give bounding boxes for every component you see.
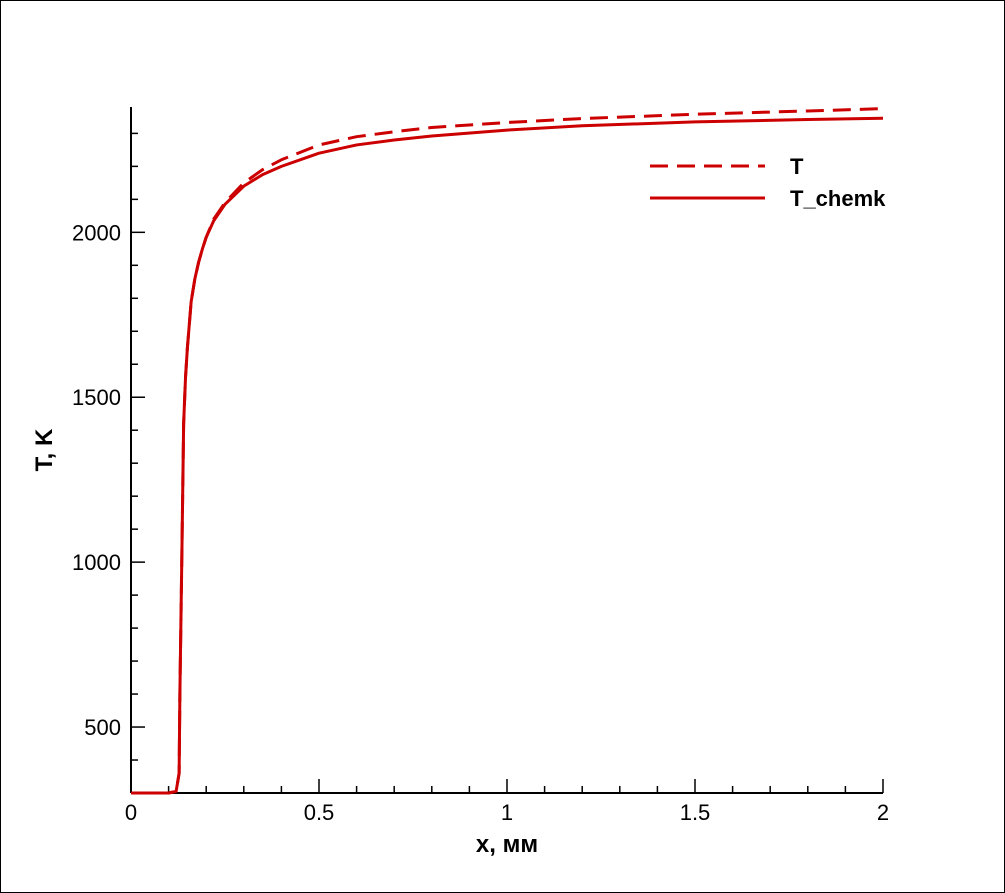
y-tick-label: 2000 (72, 220, 121, 245)
y-tick-label: 1500 (72, 385, 121, 410)
series-line-t-chemk (131, 116, 884, 795)
x-tick-label: 0 (125, 800, 137, 825)
legend-label: T_chemk (790, 186, 886, 211)
x-tick-label: 2 (877, 800, 889, 825)
y-axis-title: T, K (31, 428, 58, 471)
series-layer (131, 107, 884, 795)
legend: T T_chemk (650, 154, 886, 211)
series-line-t (131, 107, 884, 795)
x-tick-label: 1.5 (680, 800, 711, 825)
x-axis-title: x, мм (476, 831, 538, 858)
axes: 0 0.5 1 1.5 2 500 1000 1500 2000 (72, 107, 889, 825)
y-tick-label: 1000 (72, 550, 121, 575)
x-tick-label: 1 (501, 800, 513, 825)
x-tick-label: 0.5 (304, 800, 335, 825)
legend-label: T (790, 154, 804, 179)
y-tick-label: 500 (84, 715, 121, 740)
